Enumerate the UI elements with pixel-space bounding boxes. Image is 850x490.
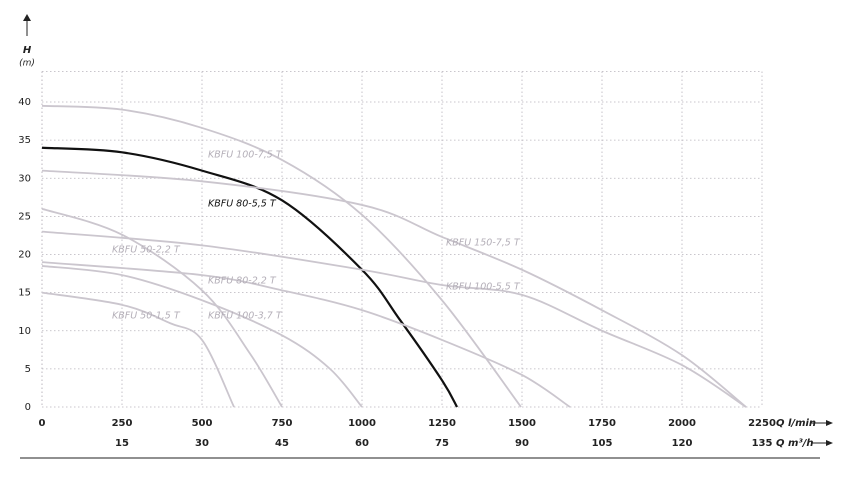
x2-label: Q m³/h [776,438,814,449]
x-tick-label: 2000 [668,418,696,429]
y-tick-label: 25 [18,211,31,222]
x2-tick-label: 45 [275,438,289,449]
curve [41,265,363,408]
y-label: H [23,45,32,56]
x2-tick-label: 135 [752,438,773,449]
y-tick-label: 40 [18,97,31,108]
y-tick-label: 35 [18,135,31,146]
x-label: Q l/min [776,418,816,429]
x-tick-label: 1250 [428,418,456,429]
y-tick-label: 5 [25,364,31,375]
x2-tick-label: 30 [195,438,209,449]
curve [41,207,283,408]
x2-tick-label: 75 [435,438,449,449]
y-tick-label: 0 [25,402,31,413]
y-tick-label: 10 [18,326,31,337]
curve [41,169,747,408]
curve-label: KBFU 80-5,5 T [208,199,277,210]
y-unit: (m) [19,59,35,69]
y-tick-label: 15 [18,288,31,299]
y-tick-label: 30 [18,173,31,184]
x-tick-label: 2250 [748,418,776,429]
x2-tick-label: 90 [515,438,529,449]
x-arrowhead [826,420,833,426]
y-arrowhead [23,14,31,21]
curve-label: KBFU 50-2,2 T [112,245,181,256]
x2-tick-label: 120 [672,438,693,449]
x2-arrowhead [826,440,833,446]
curve-label: KBFU 50-1,5 T [112,311,181,322]
curve [41,146,459,408]
curve [41,230,747,408]
curve [41,261,571,408]
x-tick-label: 1000 [348,418,376,429]
curve-label: KBFU 100-7,5 T [208,150,283,161]
curve-label: KBFU 100-5,5 T [446,282,521,293]
x-tick-label: 500 [192,418,213,429]
x2-tick-label: 15 [115,438,129,449]
y-tick-label: 20 [18,250,31,261]
x-tick-label: 1750 [588,418,616,429]
x-tick-label: 1500 [508,418,536,429]
curve-label: KBFU 150-7,5 T [446,238,521,249]
curve [41,104,522,408]
x2-tick-label: 60 [355,438,369,449]
x-tick-label: 750 [272,418,293,429]
curve [41,291,235,408]
curve-label: KBFU 80-2,2 T [208,276,277,287]
curve-label: KBFU 100-3,7 T [208,311,283,322]
x-tick-label: 250 [112,418,133,429]
x2-tick-label: 105 [592,438,613,449]
x-tick-label: 0 [39,418,46,429]
